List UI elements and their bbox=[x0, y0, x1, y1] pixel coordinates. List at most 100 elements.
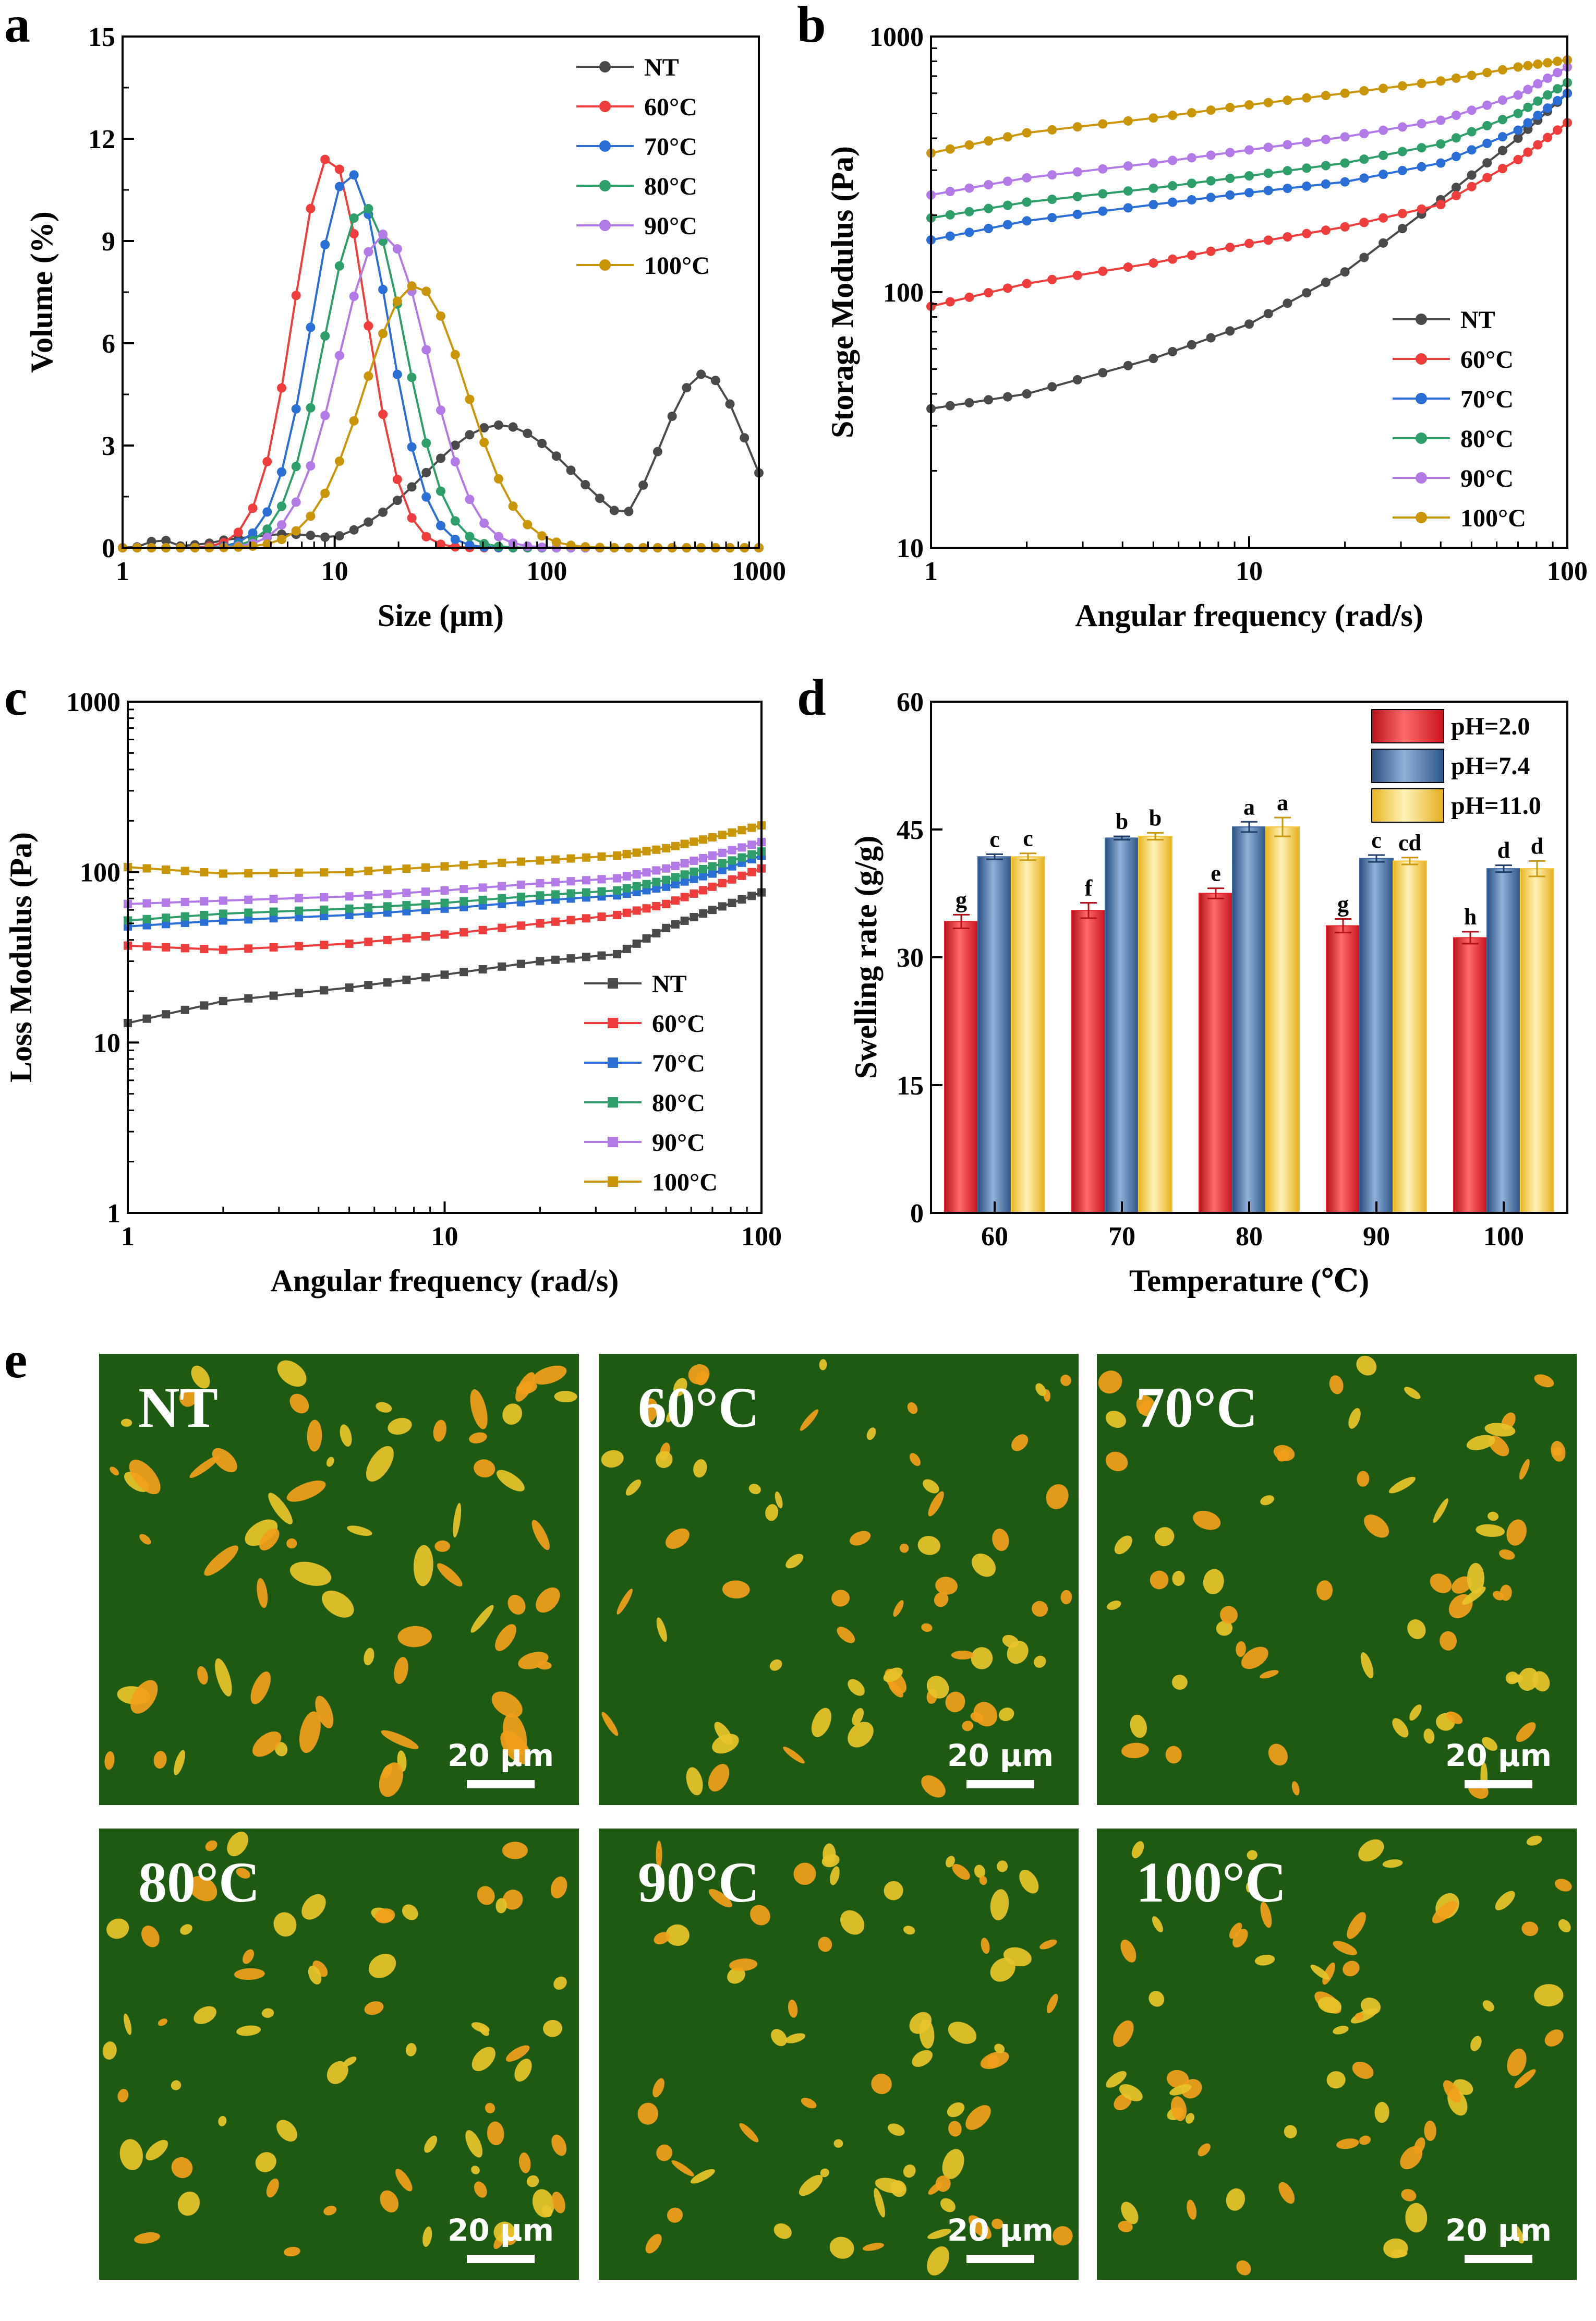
particle bbox=[729, 1958, 758, 1971]
data-point bbox=[277, 501, 286, 511]
data-point bbox=[291, 462, 301, 472]
data-point bbox=[1523, 147, 1533, 157]
particle bbox=[188, 1875, 217, 1902]
particle bbox=[830, 1866, 840, 1885]
particle bbox=[833, 2139, 843, 2148]
particle bbox=[1352, 2061, 1374, 2079]
particle bbox=[801, 2098, 817, 2109]
data-point bbox=[1533, 59, 1543, 69]
particle bbox=[1519, 1459, 1530, 1480]
data-point bbox=[1187, 250, 1196, 260]
data-point bbox=[306, 531, 316, 540]
particle bbox=[434, 1540, 450, 1552]
data-point bbox=[690, 889, 698, 898]
legend-label: 90°C bbox=[644, 212, 697, 240]
particle bbox=[1484, 1423, 1516, 1437]
significance-letter: b bbox=[1149, 805, 1162, 831]
data-point bbox=[478, 883, 487, 892]
data-point bbox=[1467, 170, 1477, 180]
data-point bbox=[1123, 161, 1133, 171]
particle bbox=[1347, 1912, 1366, 1939]
data-point bbox=[622, 908, 631, 917]
data-point bbox=[964, 398, 974, 408]
particle bbox=[775, 1491, 783, 1509]
data-point bbox=[1553, 84, 1563, 94]
data-point bbox=[1553, 95, 1563, 105]
significance-letter: c bbox=[989, 826, 1000, 852]
particle bbox=[992, 1529, 1009, 1552]
data-point bbox=[662, 899, 671, 908]
particle bbox=[323, 2206, 337, 2216]
legend-marker bbox=[608, 1057, 618, 1068]
bar-ph74-70 bbox=[1105, 837, 1139, 1214]
data-point bbox=[551, 878, 560, 887]
data-point bbox=[551, 917, 560, 926]
particles bbox=[601, 1359, 1072, 1798]
particle bbox=[532, 2189, 554, 2218]
particle bbox=[301, 1894, 326, 1920]
particle bbox=[1247, 1850, 1258, 1860]
x-tick-label: 90 bbox=[1363, 1222, 1390, 1252]
data-point bbox=[710, 376, 720, 386]
data-point bbox=[1543, 103, 1553, 113]
legend-item-70c: 70°C bbox=[1393, 386, 1514, 413]
data-point bbox=[728, 875, 736, 884]
x-axis-title: Angular frequency (rad/s) bbox=[271, 1264, 619, 1298]
data-point bbox=[1244, 238, 1254, 248]
data-point bbox=[345, 939, 354, 948]
data-point bbox=[984, 395, 994, 405]
data-point bbox=[566, 465, 576, 475]
data-point bbox=[478, 965, 487, 973]
data-point bbox=[1451, 73, 1461, 83]
data-point bbox=[1206, 333, 1216, 343]
particle bbox=[286, 1480, 326, 1502]
particle bbox=[487, 2121, 504, 2146]
particle bbox=[471, 2166, 480, 2174]
particle bbox=[106, 1918, 129, 1939]
data-point bbox=[364, 903, 373, 912]
data-point bbox=[334, 456, 344, 466]
particle bbox=[712, 1734, 739, 1754]
x-axis-title: Temperature (℃) bbox=[1129, 1264, 1369, 1298]
particle bbox=[1278, 2182, 1295, 2204]
particle bbox=[1488, 1511, 1499, 1521]
data-point bbox=[747, 840, 756, 849]
data-point bbox=[680, 859, 689, 868]
data-point bbox=[402, 864, 411, 873]
legend-swatch bbox=[1371, 788, 1444, 823]
particle bbox=[1035, 1383, 1046, 1397]
particle bbox=[1046, 1993, 1058, 2014]
data-point bbox=[551, 890, 560, 899]
particle bbox=[364, 2001, 384, 2015]
data-point bbox=[1359, 173, 1369, 183]
particle bbox=[139, 1534, 151, 1545]
data-point bbox=[652, 884, 661, 893]
data-point bbox=[294, 913, 303, 922]
particle bbox=[987, 2054, 1000, 2068]
data-point bbox=[1397, 209, 1407, 219]
particle bbox=[840, 1910, 865, 1935]
particle bbox=[1106, 2071, 1127, 2088]
data-point bbox=[662, 875, 671, 884]
data-point bbox=[1467, 182, 1477, 191]
particle bbox=[519, 2152, 531, 2173]
data-point bbox=[680, 870, 689, 879]
particle bbox=[1446, 1711, 1463, 1724]
particle bbox=[783, 1747, 805, 1764]
legend-label: 60°C bbox=[1460, 346, 1514, 374]
particle bbox=[666, 1406, 677, 1423]
data-point bbox=[536, 919, 545, 928]
legend-marker bbox=[608, 1137, 618, 1147]
data-point bbox=[945, 210, 955, 220]
particle bbox=[1169, 2084, 1192, 2096]
data-point bbox=[1072, 122, 1082, 132]
data-point bbox=[1436, 139, 1446, 149]
data-point bbox=[1123, 360, 1133, 370]
data-point bbox=[162, 1010, 171, 1019]
legend-label: 80°C bbox=[1460, 425, 1514, 453]
particle bbox=[174, 1750, 186, 1775]
data-point bbox=[262, 456, 272, 466]
particle bbox=[1039, 1939, 1057, 1950]
particle bbox=[907, 1402, 918, 1414]
particle bbox=[250, 1671, 271, 1704]
